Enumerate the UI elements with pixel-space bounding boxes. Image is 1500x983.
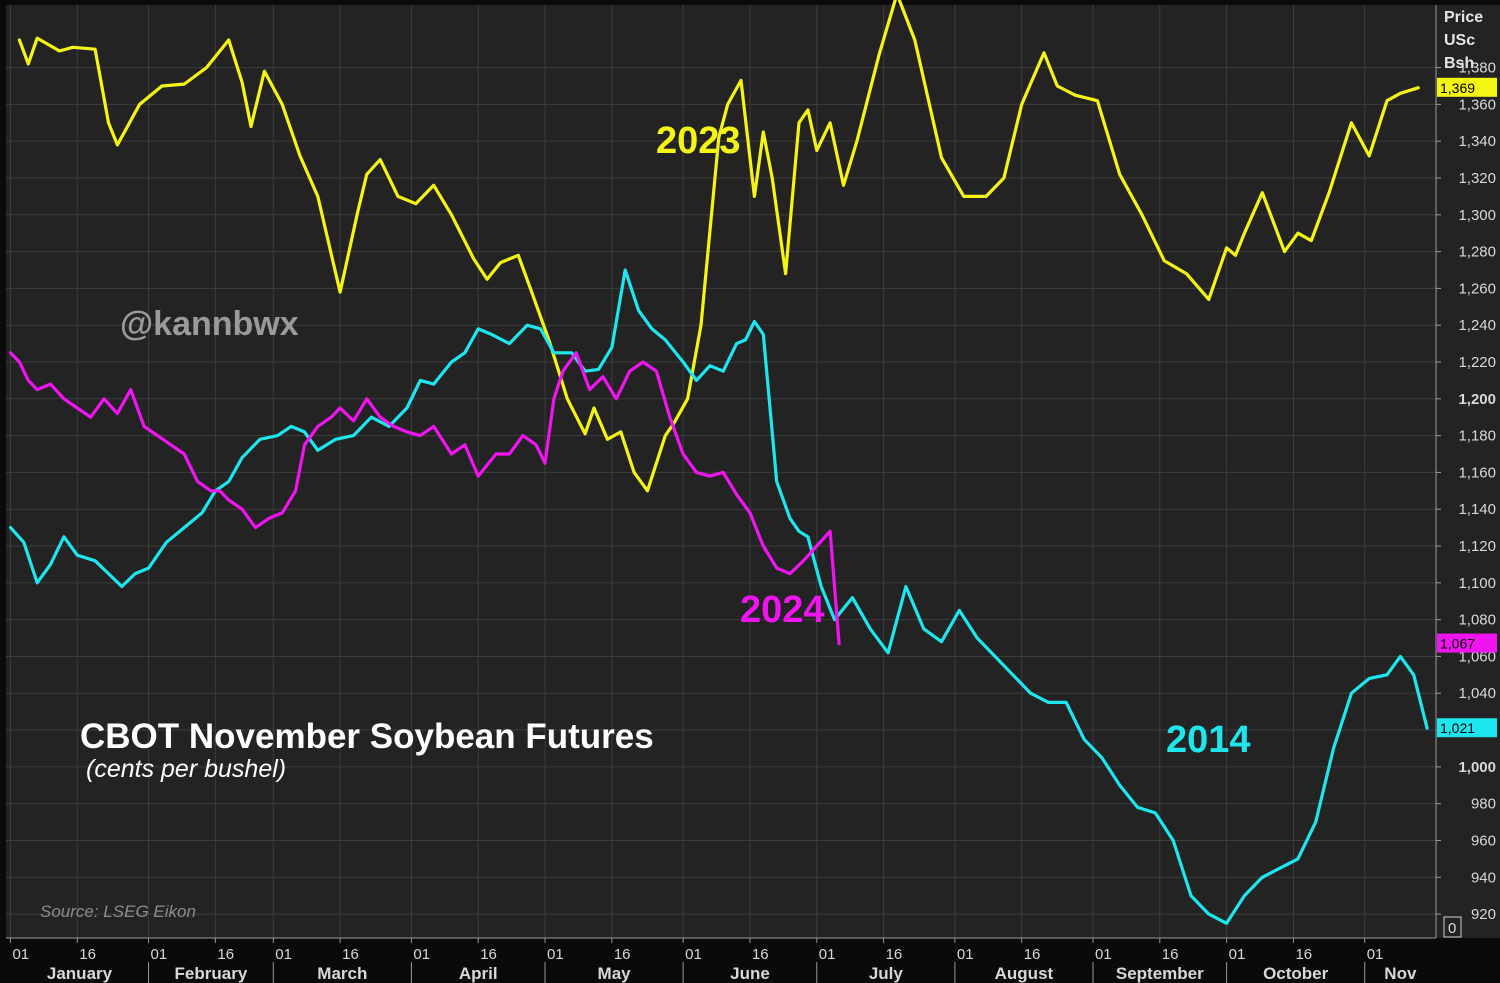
x-tick-day-label: 01	[819, 946, 836, 963]
y-tick-label: 960	[1471, 832, 1496, 849]
series-lines	[8, 0, 1429, 925]
x-tick-day-label: 01	[151, 946, 168, 963]
zero-marker: 0	[1443, 916, 1462, 938]
x-tick-day-label: 01	[547, 946, 564, 963]
x-month-label: January	[47, 964, 113, 983]
last-value-text-2014: 1,021	[1440, 720, 1475, 736]
series-label-2014: 2014	[1166, 719, 1251, 761]
y-tick-label: 1,160	[1458, 464, 1496, 481]
series-label-2023: 2023	[656, 120, 741, 162]
zero-marker-text: 0	[1448, 920, 1456, 937]
y-tick-label: 1,340	[1458, 133, 1496, 150]
y-tick-label: 1,180	[1458, 428, 1496, 445]
x-tick-day-label: 16	[886, 946, 903, 963]
x-tick-day-label: 16	[1162, 946, 1179, 963]
x-month-label: Nov	[1384, 964, 1417, 983]
x-tick-day-label: 01	[1229, 946, 1246, 963]
x-month-label: May	[598, 964, 632, 983]
x-tick-day-label: 16	[614, 946, 631, 963]
y-tick-label: 1,120	[1458, 538, 1496, 555]
y-tick-label: 940	[1471, 869, 1496, 886]
x-month-label: March	[317, 964, 367, 983]
y-tick-label: 1,140	[1458, 501, 1496, 518]
x-month-label: August	[995, 964, 1054, 983]
y-unit-label-usc: USc	[1444, 32, 1475, 49]
y-tick-label: 1,060	[1458, 648, 1496, 665]
y-tick-label: 1,320	[1458, 170, 1496, 187]
y-unit-label-price: Price	[1444, 9, 1483, 26]
y-axis-ticks: 9209409609801,0001,0201,0401,0601,0801,1…	[1436, 60, 1496, 923]
x-month-label: October	[1263, 964, 1329, 983]
y-tick-label: 1,300	[1458, 207, 1496, 224]
y-tick-label: 1,360	[1458, 96, 1496, 113]
last-value-text-2024: 1,067	[1440, 636, 1475, 652]
last-value-tag-2024	[1437, 633, 1497, 653]
series-line-2024	[8, 351, 841, 646]
y-tick-label: 1,280	[1458, 244, 1496, 261]
y-tick-label: 1,240	[1458, 317, 1496, 334]
y-tick-label: 1,220	[1458, 354, 1496, 371]
series-line-2023	[17, 0, 1420, 493]
chart-source: Source: LSEG Eikon	[40, 902, 196, 921]
x-month-label: April	[459, 964, 498, 983]
x-tick-day-label: 01	[957, 946, 974, 963]
x-tick-day-label: 01	[685, 946, 702, 963]
series-line-2014	[8, 268, 1429, 925]
y-tick-label: 1,080	[1458, 612, 1496, 629]
y-axis-panel	[1436, 5, 1500, 938]
gridlines	[6, 5, 1436, 938]
zero-marker-box	[1443, 916, 1462, 938]
x-tick-day-label: 16	[480, 946, 497, 963]
x-month-label: June	[730, 964, 770, 983]
x-tick-day-label: 01	[12, 946, 29, 963]
x-tick-day-label: 16	[752, 946, 769, 963]
x-tick-day-label: 16	[1024, 946, 1041, 963]
last-value-tag-2014	[1437, 718, 1497, 738]
y-unit-label-bsh: Bsh	[1444, 55, 1474, 72]
x-tick-day-label: 16	[217, 946, 234, 963]
y-tick-label: 1,040	[1458, 685, 1496, 702]
x-tick-day-label: 01	[1095, 946, 1112, 963]
chart-subtitle: (cents per bushel)	[86, 755, 286, 783]
x-tick-day-label: 01	[413, 946, 430, 963]
series-label-2024: 2024	[740, 589, 825, 631]
last-value-tags: 1,369 1,021 1,067	[1437, 77, 1497, 738]
x-month-label: July	[869, 964, 904, 983]
chart-title: CBOT November Soybean Futures	[80, 717, 654, 756]
y-tick-label: 920	[1471, 906, 1496, 923]
x-month-label: February	[175, 964, 248, 983]
x-month-label: September	[1116, 964, 1204, 983]
x-tick-day-label: 01	[1367, 946, 1384, 963]
y-tick-label: 1,200	[1458, 391, 1496, 408]
y-tick-label: 1,380	[1458, 60, 1496, 77]
x-axis-ticks: 01 16 01 16 01 16 01 16 01 16 01 16 01 16 01 16 01 16 01 16…	[9, 938, 1417, 983]
y-tick-label: 980	[1471, 796, 1496, 813]
y-tick-label: 1,000	[1458, 759, 1496, 776]
x-tick-day-label: 01	[275, 946, 292, 963]
x-tick-day-label: 16	[342, 946, 359, 963]
y-tick-label: 1,260	[1458, 280, 1496, 297]
last-value-tag-2023	[1437, 77, 1497, 97]
last-value-text-2023: 1,369	[1440, 80, 1475, 96]
y-tick-label: 1,100	[1458, 575, 1496, 592]
x-tick-day-label: 16	[1295, 946, 1312, 963]
watermark: @kannbwx	[120, 305, 299, 343]
x-tick-day-label: 16	[79, 946, 96, 963]
